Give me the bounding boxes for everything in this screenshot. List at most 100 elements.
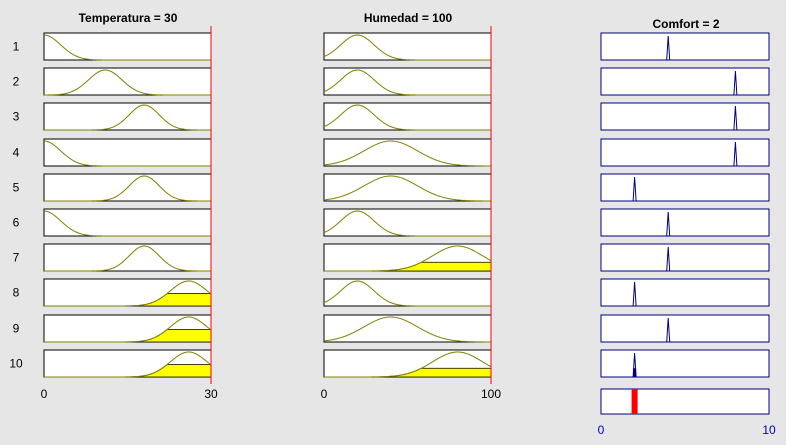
temperatura-title: Temperatura = 30 [79,11,178,25]
temperatura-rule-panel[interactable] [43,138,212,167]
humedad-rule-panel[interactable] [323,208,492,237]
humedad-panel-frame[interactable] [323,67,492,96]
comfort-panel-frame[interactable] [600,349,770,378]
comfort-rule-panel[interactable] [600,32,770,61]
temperatura-panel-frame[interactable] [43,67,212,96]
comfort-output-fill [633,368,637,377]
humedad-rule-panel[interactable] [323,278,492,307]
humedad-rule-panel[interactable] [323,138,492,167]
humedad-panel-frame[interactable] [323,314,492,343]
aggregate-output-panel[interactable] [600,388,770,415]
humedad-rule-panel[interactable] [323,102,492,131]
temperatura-membership-curve [43,140,211,167]
humedad-panel-frame[interactable] [323,173,492,202]
temperatura-membership-curve [43,69,211,96]
comfort-output-spike [733,141,738,167]
comfort-output-spike [733,70,738,96]
humedad-membership-curve [323,175,492,202]
temperatura-panel-frame[interactable] [43,102,212,131]
humedad-membership-curve [324,351,492,378]
rule-number-label: 9 [13,322,20,336]
temperatura-panel-frame[interactable] [43,138,212,167]
temperatura-membership-curve [44,280,212,307]
comfort-rule-panel[interactable] [600,208,770,237]
comfort-output-spike [666,246,671,272]
comfort-rule-panel[interactable] [600,278,770,307]
comfort-rule-panel[interactable] [600,243,770,272]
humedad-membership-curve [324,245,492,272]
comfort-rule-panel[interactable] [600,138,770,167]
comfort-panel-frame[interactable] [600,173,770,202]
temperatura-rule-panel[interactable] [43,314,212,343]
comfort-output-spike [666,211,671,237]
temperatura-rule-panel[interactable] [43,67,212,96]
rules-layer: 1 2 3 4 5 6 7 8 9 10 [9,26,770,384]
comfort-output-spike [666,317,671,343]
temperatura-membership-curve [43,34,211,61]
humedad-panel-frame[interactable] [323,208,492,237]
comfort-panel-frame[interactable] [600,138,770,167]
comfort-panel-frame[interactable] [600,32,770,61]
temperatura-membership-curve [44,245,211,272]
rule-number-label: 10 [9,357,23,371]
humedad-membership-curve [323,280,491,307]
humedad-membership-curve [323,104,491,131]
rule-number-label: 1 [13,40,20,54]
comfort-panel-frame[interactable] [600,243,770,272]
rule-number-label: 3 [13,110,20,124]
comfort-rule-panel[interactable] [600,173,770,202]
comfort-tick-max: 10 [762,423,776,437]
humedad-rule-panel[interactable] [323,243,492,272]
humedad-rule-panel[interactable] [323,349,492,378]
rule-number-label: 6 [13,216,20,230]
humedad-membership-curve [323,210,491,237]
humedad-panel-frame[interactable] [323,102,492,131]
comfort-rule-panel[interactable] [600,67,770,96]
comfort-output-spike [666,35,671,61]
comfort-tick-min: 0 [598,423,605,437]
comfort-panel-frame[interactable] [600,102,770,131]
comfort-title: Comfort = 2 [652,17,719,31]
comfort-output-spike [733,105,738,131]
comfort-panel-frame[interactable] [600,278,770,307]
temperatura-rule-panel[interactable] [43,243,212,272]
aggregate-output-indicator[interactable] [631,389,638,414]
temperatura-membership-curve [44,175,211,202]
temperatura-rule-panel[interactable] [43,349,212,378]
humedad-panel-frame[interactable] [323,278,492,307]
comfort-rule-panel[interactable] [600,102,770,131]
comfort-panel-frame[interactable] [600,208,770,237]
humedad-rule-panel[interactable] [323,173,492,202]
humedad-rule-panel[interactable] [323,67,492,96]
temperatura-panel-frame[interactable] [43,208,212,237]
humedad-rule-panel[interactable] [323,32,492,61]
humedad-tick-max: 100 [481,387,501,401]
temperatura-rule-panel[interactable] [43,173,212,202]
humedad-tick-min: 0 [321,387,328,401]
rule-number-label: 4 [13,146,20,160]
humedad-membership-curve [323,34,491,61]
comfort-panel-frame[interactable] [600,67,770,96]
comfort-panel-frame[interactable] [600,314,770,343]
temperatura-membership-curve [44,351,212,378]
humedad-membership-curve [323,316,492,343]
temperatura-membership-curve [43,210,211,237]
temperatura-membership-curve [44,104,211,131]
comfort-rule-panel[interactable] [600,349,770,378]
comfort-rule-panel[interactable] [600,314,770,343]
temperatura-panel-frame[interactable] [43,32,212,61]
temperatura-rule-panel[interactable] [43,32,212,61]
humedad-membership-curve [323,140,492,167]
humedad-rule-panel[interactable] [323,314,492,343]
humedad-panel-frame[interactable] [323,32,492,61]
temperatura-rule-panel[interactable] [43,102,212,131]
temperatura-rule-panel[interactable] [43,278,212,307]
temperatura-tick-max: 30 [204,387,218,401]
temperatura-rule-panel[interactable] [43,208,212,237]
comfort-output-spike [632,176,637,202]
rule-number-label: 8 [13,286,20,300]
humedad-membership-curve [323,69,491,96]
temperatura-membership-curve [44,316,212,343]
humedad-panel-frame[interactable] [323,138,492,167]
